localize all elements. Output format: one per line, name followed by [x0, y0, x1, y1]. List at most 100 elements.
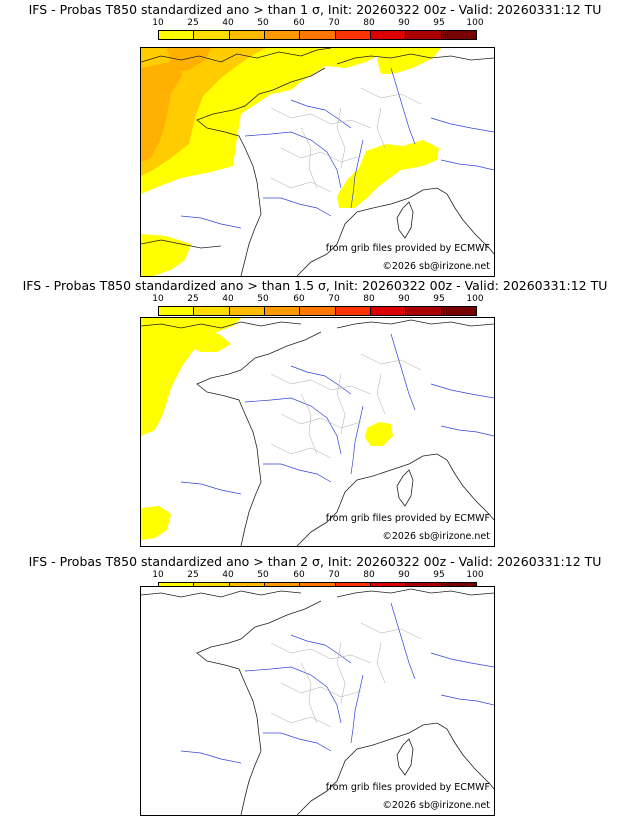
credit-source: from grib files provided by ECMWF — [325, 782, 490, 793]
colorbar-tick: 90 — [398, 570, 410, 580]
admin-borders — [270, 353, 422, 459]
river-po — [440, 425, 494, 437]
prob-fill-yellow-northeast — [377, 48, 441, 74]
river-ebro — [180, 481, 242, 495]
coastline-mediterranean — [296, 453, 494, 546]
panel-title: IFS - Probas T850 standardized ano > tha… — [28, 2, 602, 17]
colorbar-swatch — [159, 307, 195, 315]
colorbar-tick: 95 — [433, 294, 445, 304]
colorbar: 10 25 40 50 60 70 80 90 95 100 — [152, 18, 484, 40]
coastline-france-atlantic — [196, 600, 322, 815]
colorbar-swatch — [194, 307, 230, 315]
colorbar-swatch — [229, 31, 265, 39]
river-danube — [430, 117, 494, 133]
colorbar-swatch — [441, 307, 476, 315]
coastline-britain — [141, 590, 302, 598]
river-ebro — [180, 750, 242, 764]
river-rhone — [350, 139, 364, 209]
colorbar-tick: 95 — [433, 18, 445, 28]
colorbar-swatch — [441, 31, 476, 39]
prob-fill-darkorange-north — [167, 48, 211, 72]
coastline-corsica — [396, 469, 414, 507]
coastline-mediterranean — [296, 722, 494, 815]
colorbar-swatch — [370, 307, 407, 315]
colorbar-tick: 10 — [152, 570, 164, 580]
river-po — [440, 159, 494, 171]
colorbar-tick: 40 — [222, 18, 234, 28]
colorbar-tick: 50 — [257, 570, 269, 580]
colorbar-swatch — [159, 31, 195, 39]
river-seine — [290, 99, 352, 129]
colorbar-swatch — [264, 307, 301, 315]
map-graphic — [141, 588, 494, 815]
colorbar-tick: 40 — [222, 294, 234, 304]
credit-copyright: ©2026 sb@irizone.net — [382, 531, 490, 542]
colorbar-tick: 70 — [328, 18, 340, 28]
river-rhine — [390, 602, 416, 680]
river-loire — [244, 131, 342, 189]
prob-fill-yellow-southwest — [141, 234, 191, 276]
colorbar-tick: 25 — [187, 18, 199, 28]
colorbar-tick: 40 — [222, 570, 234, 580]
colorbar-tick: 100 — [466, 570, 484, 580]
coastline-iberia — [141, 239, 222, 249]
river-loire — [244, 397, 342, 455]
credit-source: from grib files provided by ECMWF — [325, 513, 490, 524]
colorbar-swatch — [406, 307, 442, 315]
colorbar-tick: 100 — [466, 18, 484, 28]
colorbar-swatch — [370, 31, 407, 39]
colorbar-swatch — [264, 31, 301, 39]
map-panel-2sigma: IFS - Probas T850 standardized ano > tha… — [0, 552, 630, 828]
credit-copyright: ©2026 sb@irizone.net — [382, 800, 490, 811]
colorbar-swatch — [300, 307, 336, 315]
coastline-mediterranean — [296, 187, 494, 276]
panel-title: IFS - Probas T850 standardized ano > tha… — [22, 278, 608, 293]
colorbar-swatch — [335, 31, 371, 39]
coastline-france-atlantic — [196, 331, 322, 546]
coastline-britain — [141, 321, 302, 329]
colorbar-tick: 25 — [187, 294, 199, 304]
river-po — [440, 694, 494, 706]
admin-borders — [270, 87, 422, 193]
coastline-corsica — [396, 738, 414, 776]
credit-copyright: ©2026 sb@irizone.net — [382, 261, 490, 272]
colorbar-swatches — [158, 30, 477, 40]
coastline-north-sea — [336, 588, 494, 598]
colorbar-tick: 50 — [257, 294, 269, 304]
colorbar-tick: 90 — [398, 294, 410, 304]
colorbar-tick: 10 — [152, 18, 164, 28]
admin-borders — [270, 622, 422, 728]
river-rhone — [350, 405, 364, 475]
coastline-britain — [141, 48, 332, 63]
coastline-corsica — [396, 201, 414, 239]
colorbar-tick: 95 — [433, 570, 445, 580]
colorbar-tick: 80 — [363, 570, 375, 580]
river-danube — [430, 652, 494, 668]
colorbar-swatch — [194, 31, 230, 39]
map-panel-1-5sigma: IFS - Probas T850 standardized ano > tha… — [0, 276, 630, 552]
river-ebro — [180, 215, 242, 229]
map-panel-1sigma: IFS - Probas T850 standardized ano > tha… — [0, 0, 630, 277]
colorbar-swatches — [158, 306, 477, 316]
colorbar-tick: 10 — [152, 294, 164, 304]
colorbar-tick: 60 — [293, 294, 305, 304]
colorbar-tick: 60 — [293, 18, 305, 28]
river-garonne — [263, 463, 332, 483]
prob-fill-yellow-alps — [337, 140, 439, 208]
colorbar-swatch — [229, 307, 265, 315]
river-seine — [290, 365, 352, 395]
colorbar-tick: 70 — [328, 294, 340, 304]
colorbar-tick: 25 — [187, 570, 199, 580]
prob-fill-darkorange-west — [141, 62, 183, 162]
france-map: from grib files provided by ECMWF ©2026 … — [140, 586, 495, 816]
river-rhine — [390, 67, 416, 145]
panel-title: IFS - Probas T850 standardized ano > tha… — [28, 554, 602, 569]
prob-fill-yellow-southwest — [141, 506, 171, 540]
prob-fill-yellow-alps — [365, 422, 393, 446]
river-danube — [430, 383, 494, 399]
colorbar-tick: 100 — [466, 294, 484, 304]
prob-fill-yellow-brittany — [181, 328, 231, 352]
river-rhine — [390, 333, 416, 411]
colorbar-tick: 80 — [363, 18, 375, 28]
colorbar-swatch — [300, 31, 336, 39]
